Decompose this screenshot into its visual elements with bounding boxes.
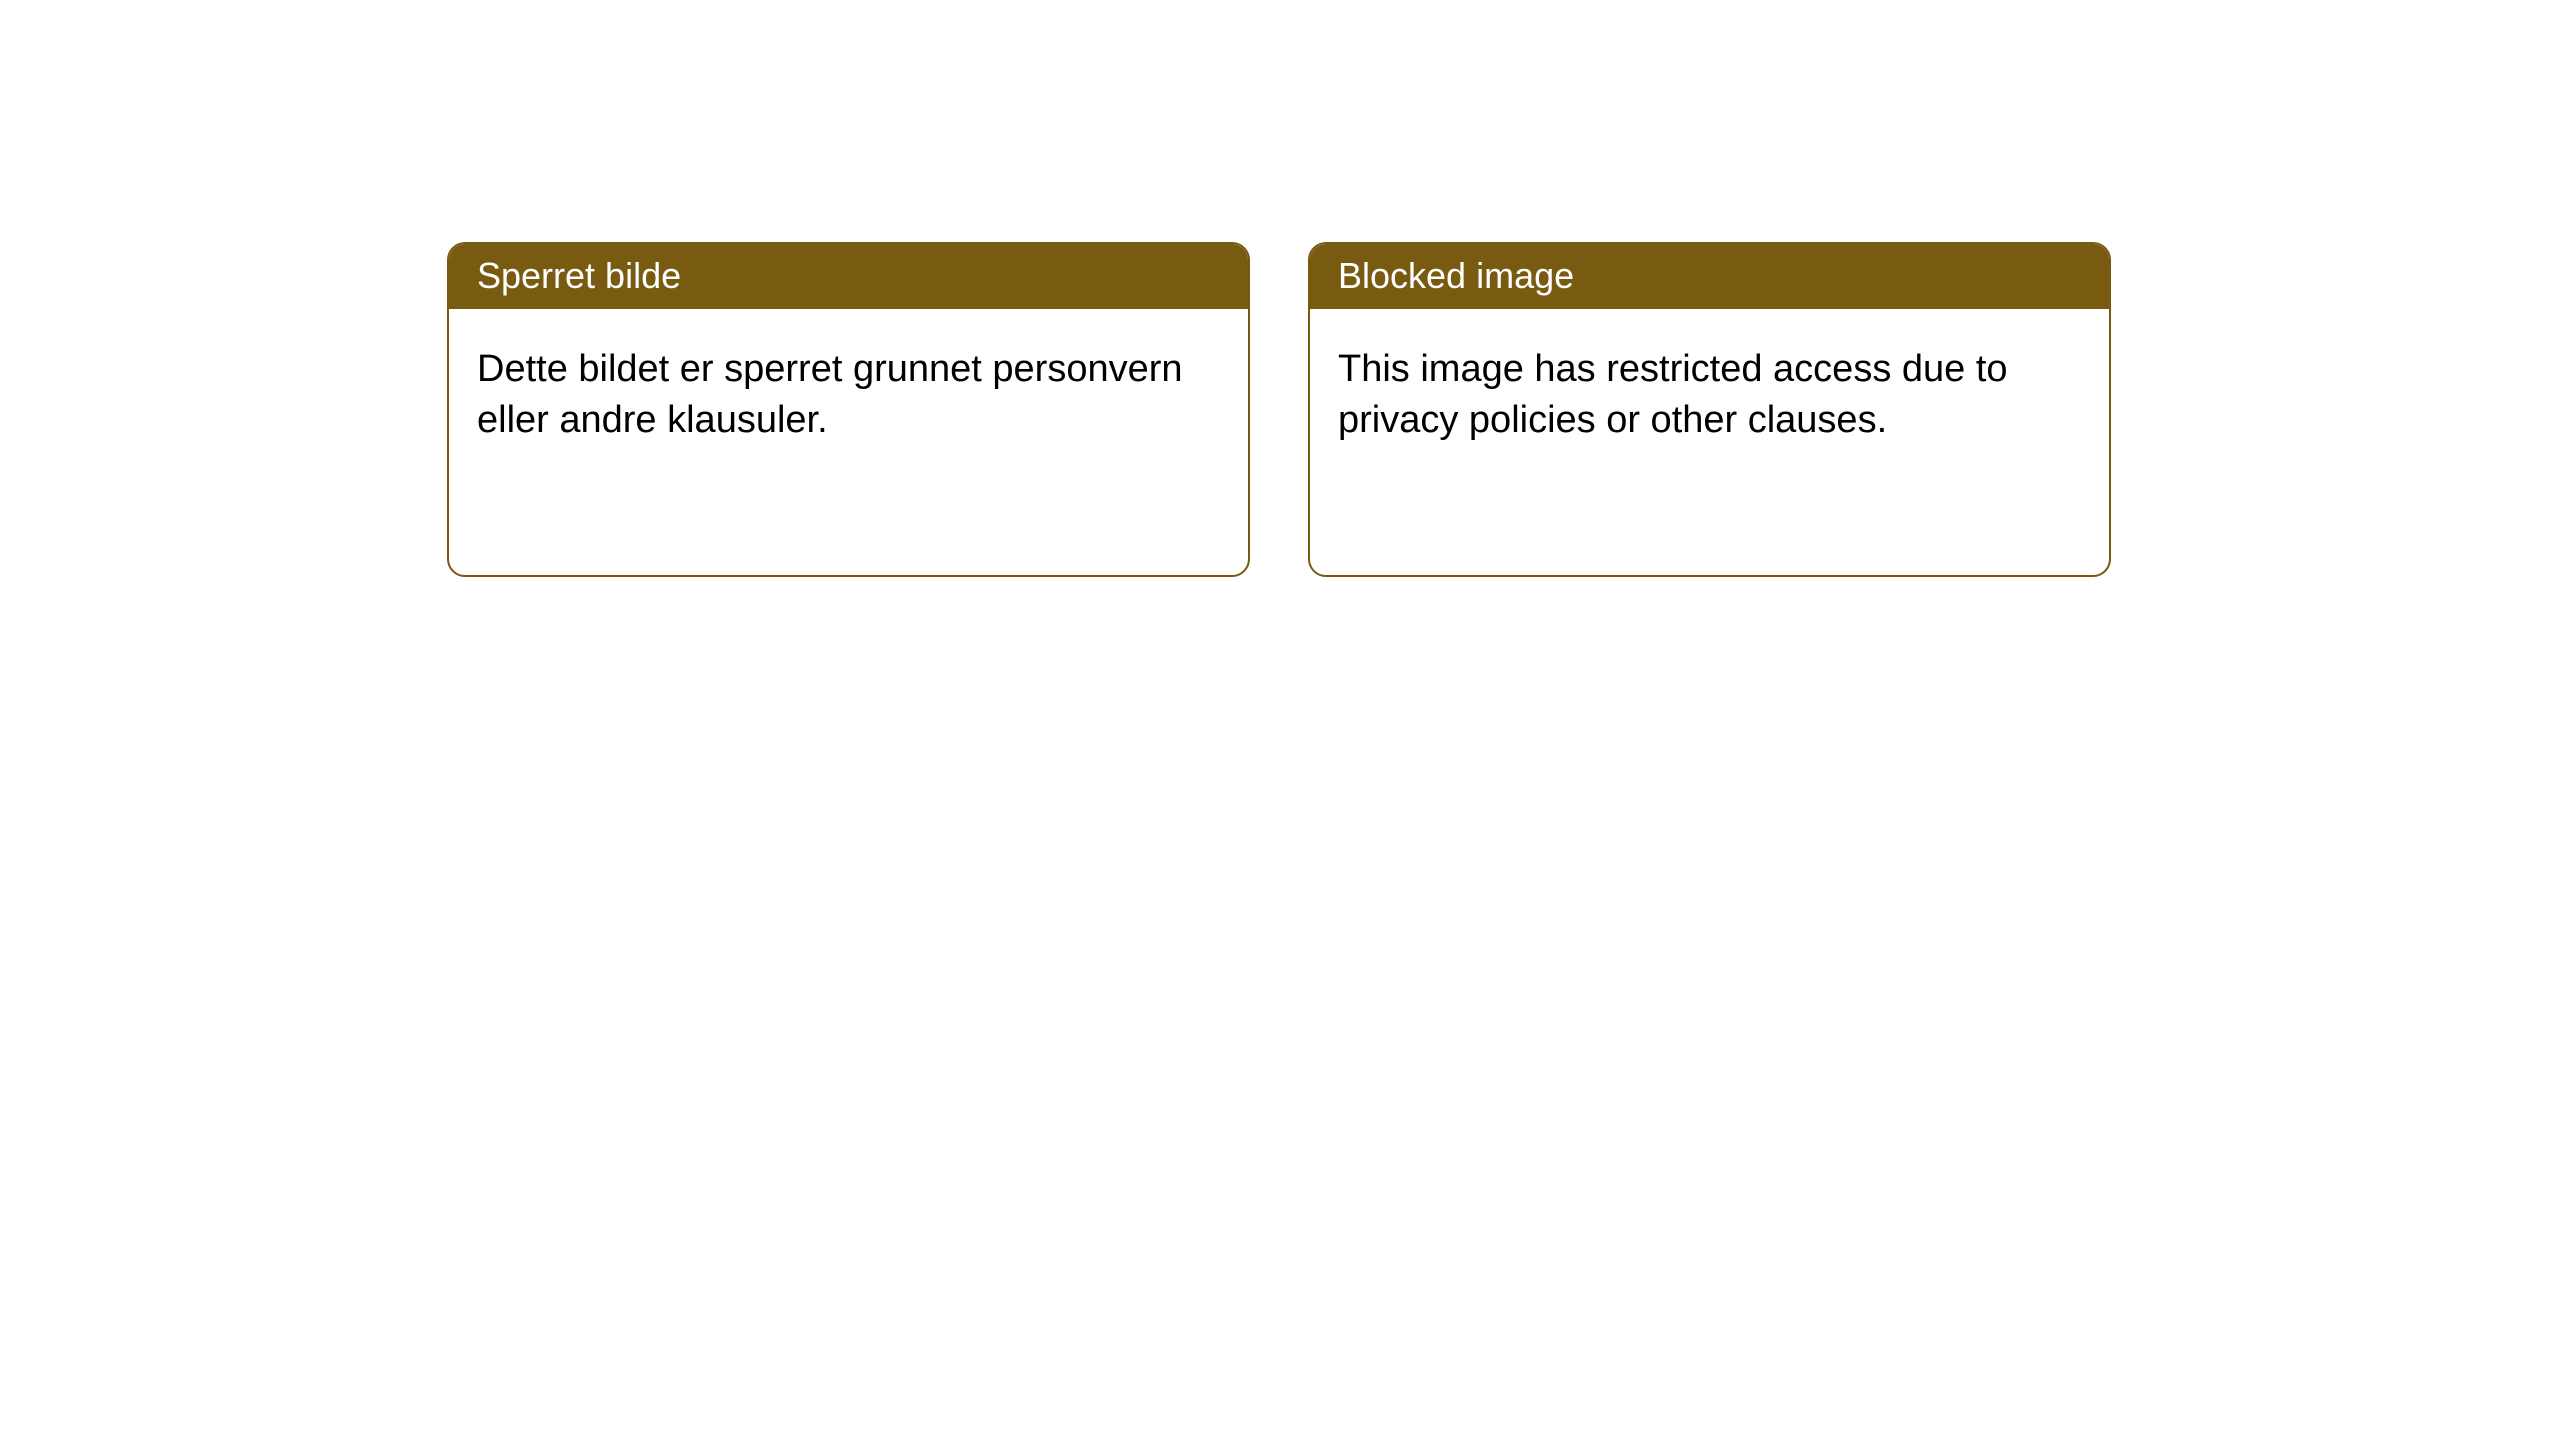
- notice-card-norwegian: Sperret bilde Dette bildet er sperret gr…: [447, 242, 1250, 577]
- notice-body-english: This image has restricted access due to …: [1310, 309, 2109, 482]
- notice-body-norwegian: Dette bildet er sperret grunnet personve…: [449, 309, 1248, 482]
- notice-title-norwegian: Sperret bilde: [449, 244, 1248, 309]
- notice-title-english: Blocked image: [1310, 244, 2109, 309]
- notice-container: Sperret bilde Dette bildet er sperret gr…: [0, 0, 2560, 577]
- notice-card-english: Blocked image This image has restricted …: [1308, 242, 2111, 577]
